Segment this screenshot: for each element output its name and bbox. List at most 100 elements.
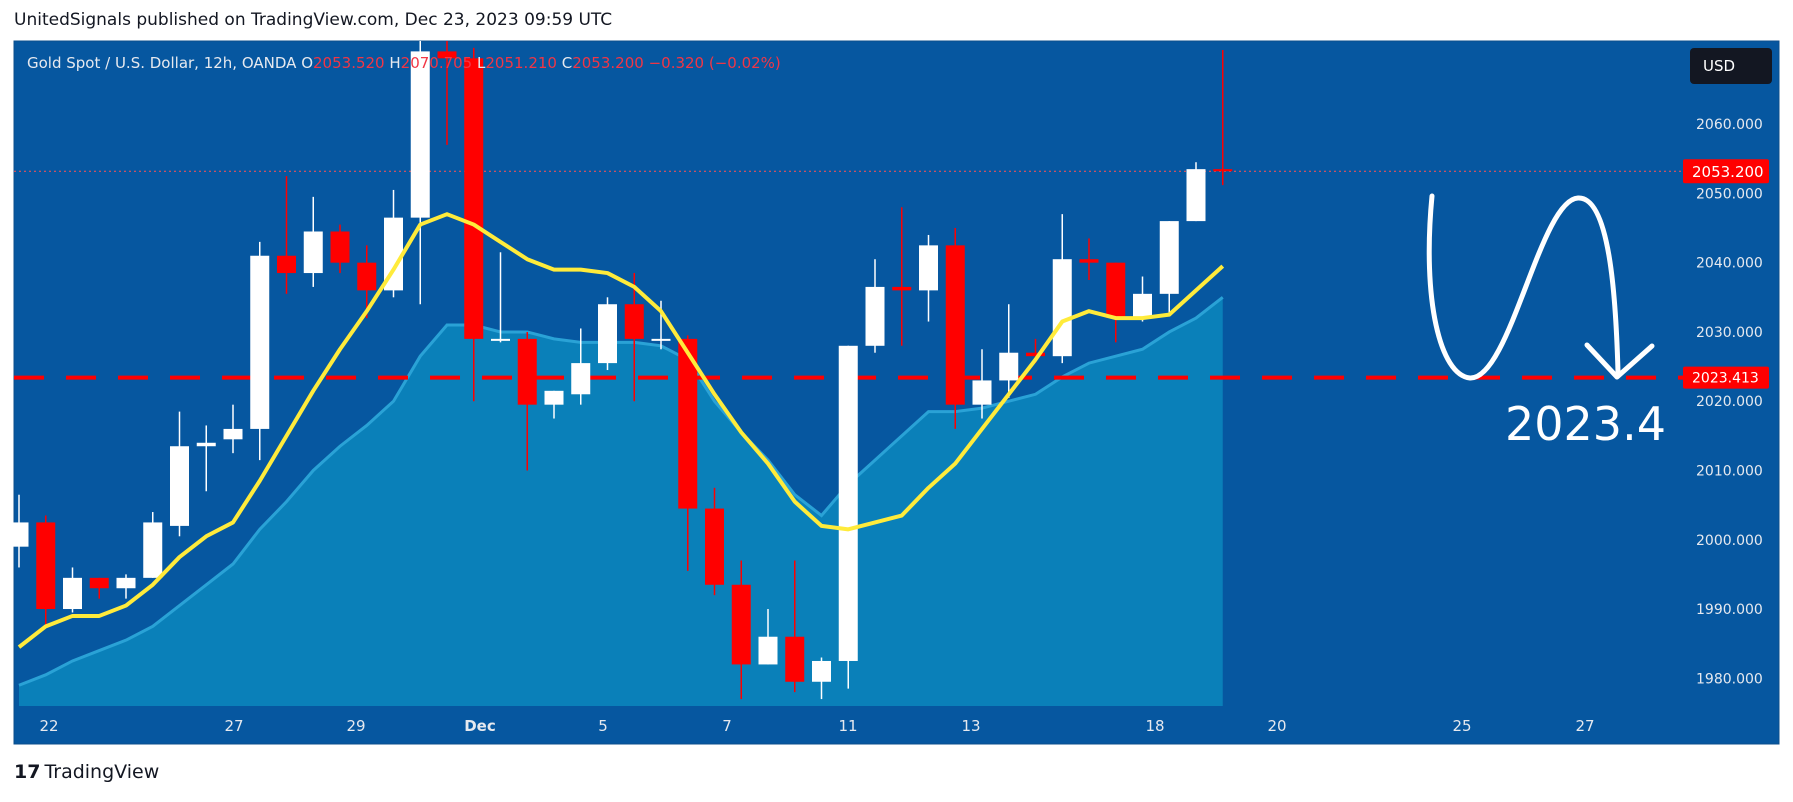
candle[interactable] <box>437 41 457 145</box>
candle[interactable] <box>785 560 805 693</box>
candle-body <box>384 217 403 291</box>
candle[interactable] <box>544 390 564 419</box>
candle[interactable] <box>277 176 296 294</box>
candle[interactable] <box>143 512 163 578</box>
candle-body <box>731 584 751 665</box>
candle[interactable] <box>571 328 591 405</box>
y-tick-label: 1980.000 <box>1696 671 1763 687</box>
y-tick-label: 2060.000 <box>1696 117 1763 133</box>
candle-body <box>357 262 377 291</box>
candle-body <box>758 636 778 665</box>
close-label: C <box>561 54 573 72</box>
low-label: L <box>477 54 486 72</box>
candle-body <box>598 304 617 364</box>
candle-body <box>838 345 858 661</box>
annotation-label: 2023.4 <box>1505 397 1666 451</box>
candle-body <box>1133 293 1152 319</box>
candle-body <box>303 231 323 274</box>
candle[interactable] <box>1106 262 1126 343</box>
candle[interactable] <box>410 41 430 305</box>
candle[interactable] <box>598 297 617 371</box>
candle[interactable] <box>1159 221 1179 315</box>
candle[interactable] <box>999 304 1019 398</box>
candle[interactable] <box>89 577 109 599</box>
candle[interactable] <box>116 574 136 599</box>
open-value: 2053.520 <box>313 54 385 72</box>
candle[interactable] <box>491 252 510 343</box>
area-fill <box>19 297 1223 706</box>
candle[interactable] <box>223 404 243 454</box>
candle[interactable] <box>919 234 938 322</box>
candle-body <box>945 245 965 405</box>
candles[interactable] <box>9 41 1233 700</box>
candle-body <box>9 522 29 547</box>
candle[interactable] <box>250 241 270 461</box>
candle-body <box>651 338 671 341</box>
symbol-ohlc-legend: Gold Spot / U.S. Dollar, 12h, OANDA O205… <box>27 54 781 72</box>
annotation-arrowhead-icon <box>1584 342 1655 380</box>
candle[interactable] <box>1133 276 1152 322</box>
candle[interactable] <box>892 207 912 346</box>
candle[interactable] <box>758 609 778 665</box>
candle[interactable] <box>170 411 189 537</box>
candle-body <box>999 352 1019 381</box>
tradingview-logo[interactable]: 𝟭𝟳 TradingView <box>14 761 159 783</box>
candle-body <box>437 51 457 59</box>
candle[interactable] <box>1213 50 1233 186</box>
support-price-tag <box>1683 366 1769 389</box>
candle[interactable] <box>678 335 698 571</box>
candle[interactable] <box>624 273 644 402</box>
candle-body <box>624 304 644 339</box>
candle-body <box>571 363 591 395</box>
candle-body <box>919 245 938 291</box>
y-tick-label: 2000.000 <box>1696 533 1763 549</box>
currency-button[interactable]: USD <box>1690 48 1772 84</box>
candle[interactable] <box>196 425 216 492</box>
tradingview-logo-icon: 𝟭𝟳 <box>14 761 41 783</box>
time-axis[interactable]: 22 27 29 Dec 5 7 11 13 18 20 25 27 <box>39 717 1594 735</box>
candle[interactable] <box>9 494 29 568</box>
price-axis[interactable]: 2060.000 2050.000 2040.000 2030.000 2020.000… <box>1683 117 1769 687</box>
candle[interactable] <box>517 331 537 471</box>
last-price-tag <box>1683 159 1769 184</box>
open-label: O <box>301 54 314 72</box>
candle-body <box>330 231 350 263</box>
candle[interactable] <box>812 657 831 700</box>
candle-body <box>705 508 724 585</box>
candle[interactable] <box>1052 214 1072 364</box>
area-outline <box>18 296 1224 687</box>
tradingview-logo-text: TradingView <box>44 761 160 783</box>
candle-body <box>170 446 189 526</box>
candle[interactable] <box>330 224 350 274</box>
candle-body <box>972 380 992 405</box>
candle-body <box>116 577 136 589</box>
candle-body <box>464 58 484 339</box>
moving-average-line <box>17 212 1225 649</box>
candle[interactable] <box>63 567 82 613</box>
chart-frame <box>13 40 1780 745</box>
candle[interactable] <box>1079 238 1099 280</box>
candle[interactable] <box>945 228 965 429</box>
candle[interactable] <box>972 349 992 419</box>
x-tick-label: 11 <box>838 717 857 735</box>
candle[interactable] <box>36 515 56 627</box>
candle-body <box>196 442 216 447</box>
candle[interactable] <box>384 189 403 298</box>
candle-body <box>143 522 163 578</box>
candle[interactable] <box>731 560 751 700</box>
candle[interactable] <box>303 196 323 287</box>
candle-body <box>892 286 912 291</box>
candle[interactable] <box>357 245 377 319</box>
candle[interactable] <box>838 345 858 689</box>
candle-body <box>223 428 243 440</box>
close-value: 2053.200 <box>572 54 644 72</box>
candle[interactable] <box>1186 162 1206 222</box>
x-tick-label: 7 <box>722 717 732 735</box>
candle[interactable] <box>865 259 885 353</box>
candle[interactable] <box>705 487 724 596</box>
annotation-curve <box>1426 193 1621 381</box>
x-tick-label: Dec <box>464 717 496 735</box>
candle-body <box>491 338 510 341</box>
